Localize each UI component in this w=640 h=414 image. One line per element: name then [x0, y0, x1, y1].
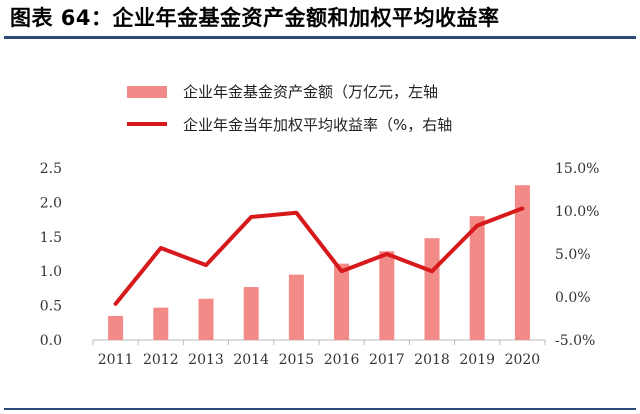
line-point — [115, 303, 117, 305]
line-point — [295, 212, 297, 214]
x-tick-label: 2019 — [459, 352, 495, 368]
right-axis: -5.0% 0.0% 5.0% 10.0% 15.0% — [555, 161, 599, 349]
legend-bar-swatch — [127, 86, 167, 98]
line-point — [160, 247, 162, 249]
bar — [379, 251, 395, 340]
line-point — [386, 253, 388, 255]
bar — [243, 287, 259, 340]
x-tick-label: 2012 — [143, 352, 179, 368]
bar — [334, 263, 350, 340]
line-point — [250, 216, 252, 218]
x-tick-label: 2017 — [369, 352, 405, 368]
right-tick-label: 0.0% — [555, 290, 591, 306]
bar-series — [108, 185, 530, 340]
bar — [469, 216, 485, 340]
left-axis: 0.0 0.5 1.0 1.5 2.0 2.5 — [40, 161, 62, 349]
left-tick-label: 0.0 — [40, 333, 62, 349]
left-tick-label: 0.5 — [40, 299, 62, 315]
title-divider — [4, 36, 636, 39]
x-tick-label: 2013 — [188, 352, 224, 368]
bar — [514, 185, 530, 340]
line-point — [205, 264, 207, 266]
legend-line-label: 企业年金当年加权平均收益率（%，右轴 — [183, 116, 452, 134]
line-point — [476, 225, 478, 227]
right-tick-label: -5.0% — [555, 333, 595, 349]
bar — [424, 238, 440, 340]
line-point — [431, 270, 433, 272]
left-tick-label: 2.0 — [40, 195, 62, 211]
right-tick-label: 10.0% — [555, 204, 599, 220]
line-path — [113, 206, 525, 306]
right-tick-label: 15.0% — [555, 161, 599, 177]
right-tick-label: 5.0% — [555, 247, 591, 263]
x-axis: 2011 2012 2013 2014 2015 2016 2017 2018 2019 2020 — [92, 339, 546, 368]
line-series — [113, 206, 525, 306]
bar — [288, 274, 304, 340]
bar — [153, 307, 169, 340]
x-tick-label: 2020 — [505, 352, 541, 368]
left-tick-label: 1.0 — [40, 264, 62, 280]
x-tick-label: 2011 — [98, 352, 134, 368]
chart-title-row: 图表 64：企业年金基金资产金额和加权平均收益率 — [10, 2, 630, 32]
x-tick-label: 2015 — [279, 352, 315, 368]
left-tick-label: 1.5 — [40, 230, 62, 246]
x-tick-label: 2014 — [233, 352, 269, 368]
left-tick-label: 2.5 — [40, 161, 62, 177]
chart-title: 图表 64：企业年金基金资产金额和加权平均收益率 — [10, 6, 500, 30]
bar — [108, 315, 124, 340]
x-tick-label: 2016 — [324, 352, 360, 368]
bar — [198, 298, 214, 340]
legend-bar-label: 企业年金基金资产金额（万亿元，左轴 — [183, 83, 438, 101]
line-point — [521, 207, 523, 209]
line-point — [341, 270, 343, 272]
bottom-divider — [4, 408, 636, 410]
x-tick-label: 2018 — [414, 352, 450, 368]
